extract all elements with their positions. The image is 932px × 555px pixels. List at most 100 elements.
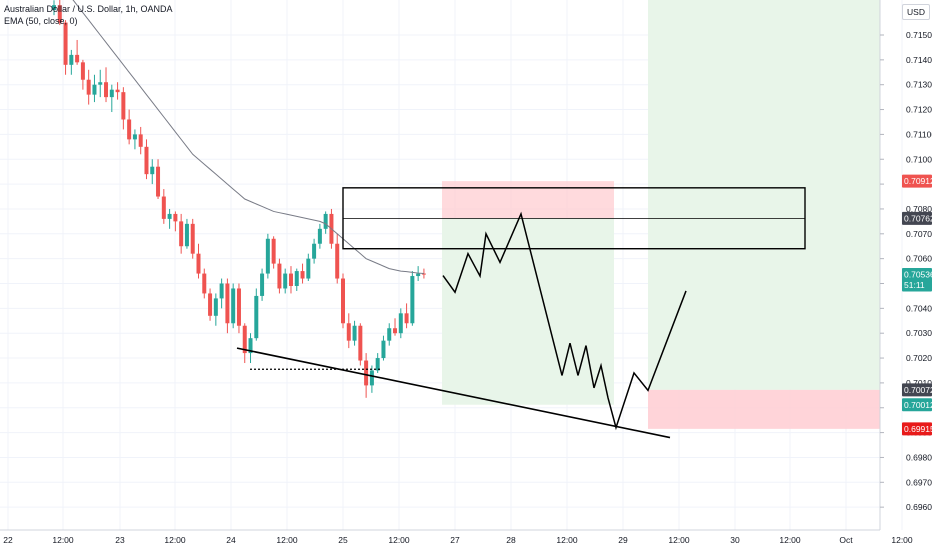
bearish-candle	[121, 92, 126, 120]
x-tick-label: 28	[506, 535, 516, 545]
bearish-candle	[138, 134, 143, 147]
bearish-candle	[208, 293, 213, 316]
x-tick-label: 30	[730, 535, 740, 545]
bullish-candle	[98, 82, 103, 85]
bearish-candle	[75, 54, 80, 63]
x-tick-label: 24	[226, 535, 236, 545]
x-tick-label: 12:00	[388, 535, 410, 545]
short-stop-zone	[442, 181, 614, 219]
position-zones	[442, 0, 880, 429]
bullish-candle	[219, 283, 224, 299]
bullish-candle	[375, 358, 380, 371]
price-tag-label: 0.70072	[904, 385, 932, 395]
bearish-candle	[364, 360, 369, 386]
bearish-candle	[202, 273, 207, 294]
x-tick-label: 12:00	[668, 535, 690, 545]
bearish-candle	[358, 325, 363, 361]
ema-line-layer	[72, 0, 424, 275]
bullish-candle	[132, 134, 137, 140]
x-tick-label: 29	[618, 535, 628, 545]
bullish-candle	[265, 238, 270, 274]
x-tick-label: 12:00	[779, 535, 801, 545]
bearish-candle	[225, 283, 230, 324]
price-tag-label: 51:11	[904, 280, 925, 290]
bearish-candle	[335, 243, 340, 279]
ema-line	[72, 0, 424, 275]
symbol-legend[interactable]: Australian Dollar / U.S. Dollar, 1h, OAN…	[4, 4, 173, 14]
trendline[interactable]	[236, 347, 671, 439]
bullish-candle	[109, 89, 114, 98]
bearish-candle	[115, 89, 120, 93]
bullish-candle	[231, 288, 236, 324]
x-tick-label: 12:00	[276, 535, 298, 545]
x-tick-label: 25	[338, 535, 348, 545]
bearish-candle	[271, 238, 276, 264]
bearish-candle	[277, 263, 282, 289]
price-tag-label: 0.70536	[904, 270, 932, 280]
currency-button-label: USD	[907, 7, 925, 17]
bearish-candle	[196, 253, 201, 274]
y-tick-label: 0.69600	[906, 502, 932, 512]
bearish-candle	[341, 278, 345, 324]
bearish-candle	[57, 5, 62, 23]
bullish-candle	[167, 213, 172, 219]
bullish-candle	[69, 54, 74, 65]
bullish-candle	[52, 5, 56, 11]
bullish-candle	[184, 223, 189, 247]
bullish-candle	[416, 273, 421, 277]
bearish-candle	[421, 273, 426, 275]
bullish-candle	[387, 328, 392, 341]
x-tick-label: Oct	[839, 535, 853, 545]
bullish-candle	[248, 338, 253, 354]
price-tag	[902, 211, 932, 225]
bearish-candle	[161, 196, 166, 219]
bearish-candle	[173, 213, 178, 222]
price-tag	[902, 174, 932, 188]
short-target-zone	[442, 218, 614, 405]
price-tag	[902, 398, 932, 412]
bullish-candle	[312, 243, 317, 259]
price-tag-label: 0.70912	[904, 176, 932, 186]
bearish-candle	[242, 325, 247, 354]
price-tag	[902, 278, 932, 292]
price-tag	[902, 422, 932, 436]
price-tag-label: 0.70762	[904, 213, 932, 223]
bullish-candle	[317, 228, 322, 244]
bearish-candle	[190, 223, 195, 254]
bullish-candle	[306, 258, 311, 279]
bearish-candle	[156, 166, 161, 197]
price-tag	[902, 383, 932, 397]
bullish-candle	[410, 276, 415, 324]
price-tag	[902, 268, 932, 282]
bearish-candle	[127, 119, 132, 140]
bullish-candle	[92, 84, 97, 95]
bullish-candle	[260, 273, 265, 296]
projected-path[interactable]	[442, 211, 687, 431]
bearish-candle	[104, 82, 109, 98]
currency-button[interactable]: USD	[902, 4, 930, 20]
x-tick-label: 12:00	[556, 535, 578, 545]
bullish-candle	[323, 213, 328, 229]
bearish-candle	[393, 328, 398, 334]
drawings[interactable]	[236, 187, 806, 439]
bearish-candle	[346, 323, 351, 341]
bullish-candle	[369, 370, 374, 386]
ema-legend[interactable]: EMA (50, close, 0)	[4, 16, 78, 26]
